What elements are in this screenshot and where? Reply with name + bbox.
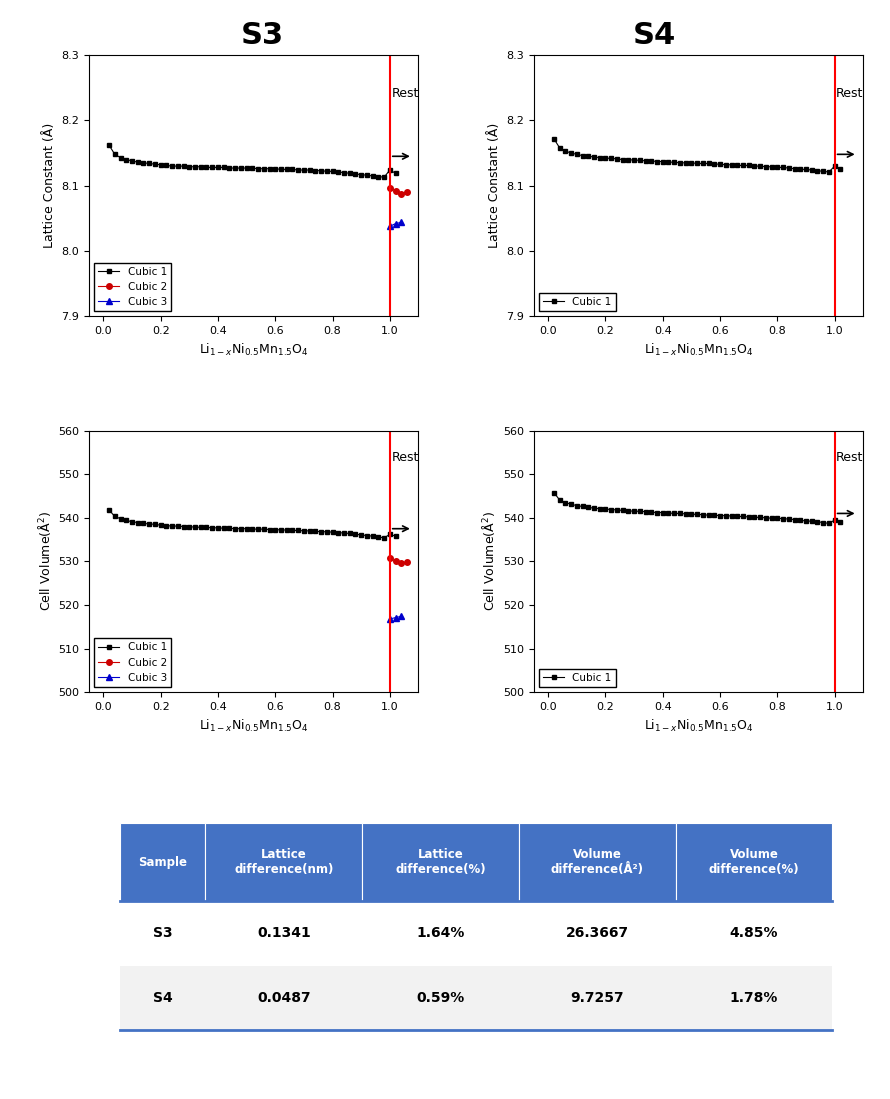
Text: 4.85%: 4.85%: [730, 926, 778, 941]
Cubic 1: [196, 521, 206, 534]
Cubic 2: [390, 554, 400, 567]
Cubic 1: [390, 167, 400, 180]
Text: S4: S4: [153, 990, 173, 1004]
Line: Cubic 3: Cubic 3: [387, 613, 404, 622]
Cubic 1: [635, 154, 645, 167]
Cubic 3: [396, 610, 407, 623]
Cubic 2: [401, 556, 412, 569]
Text: 26.3667: 26.3667: [566, 926, 629, 941]
Cubic 3: [396, 215, 407, 229]
Cubic 1: [738, 510, 748, 523]
Text: Rest: Rest: [836, 451, 863, 464]
Cubic 1: [104, 138, 115, 152]
Text: 1.78%: 1.78%: [730, 990, 778, 1004]
Cubic 1: [640, 506, 651, 519]
Cubic 1: [293, 164, 303, 177]
Cubic 1: [755, 511, 765, 524]
Cubic 1: [835, 163, 846, 176]
Bar: [120, 901, 832, 966]
Cubic 3: [390, 611, 400, 624]
Cubic 2: [401, 186, 412, 199]
Text: Lattice
difference(nm): Lattice difference(nm): [234, 848, 334, 876]
Text: Volume
difference(%): Volume difference(%): [708, 848, 799, 876]
Cubic 2: [384, 181, 395, 195]
Cubic 1: [390, 530, 400, 543]
Legend: Cubic 1, Cubic 2, Cubic 3: Cubic 1, Cubic 2, Cubic 3: [94, 639, 171, 687]
Legend: Cubic 1: Cubic 1: [539, 668, 616, 687]
Cubic 2: [396, 556, 407, 569]
Cubic 1: [823, 517, 834, 530]
Text: S3: S3: [241, 21, 284, 49]
Cubic 1: [611, 503, 622, 517]
Text: Rest: Rest: [392, 451, 418, 464]
Line: Cubic 1: Cubic 1: [552, 490, 843, 526]
Cubic 1: [379, 531, 390, 544]
Y-axis label: Lattice Constant (Å): Lattice Constant (Å): [43, 123, 56, 248]
Cubic 1: [611, 153, 622, 166]
Bar: [676, 823, 832, 901]
Cubic 1: [310, 164, 320, 177]
Bar: [519, 823, 676, 901]
Legend: Cubic 1, Cubic 2, Cubic 3: Cubic 1, Cubic 2, Cubic 3: [94, 263, 171, 311]
Text: 0.0487: 0.0487: [257, 990, 311, 1004]
Cubic 1: [166, 520, 177, 533]
Bar: [206, 823, 362, 901]
Cubic 1: [640, 154, 651, 167]
X-axis label: Li$_{1-x}$Ni$_{0.5}$Mn$_{1.5}$O$_4$: Li$_{1-x}$Ni$_{0.5}$Mn$_{1.5}$O$_4$: [643, 718, 753, 733]
Cubic 1: [829, 513, 840, 526]
Legend: Cubic 1: Cubic 1: [539, 293, 616, 311]
Y-axis label: Lattice Constant (Å): Lattice Constant (Å): [488, 123, 501, 248]
Text: Lattice
difference(%): Lattice difference(%): [395, 848, 486, 876]
Text: Rest: Rest: [836, 88, 863, 100]
Cubic 1: [635, 504, 645, 518]
Cubic 3: [384, 612, 395, 625]
Cubic 1: [293, 524, 303, 537]
Text: 0.59%: 0.59%: [417, 990, 465, 1004]
Bar: [120, 966, 832, 1030]
Cubic 2: [396, 187, 407, 200]
Cubic 1: [755, 159, 765, 173]
Cubic 1: [384, 164, 395, 177]
Cubic 2: [390, 185, 400, 198]
Text: S4: S4: [633, 21, 676, 49]
Line: Cubic 1: Cubic 1: [552, 136, 843, 175]
Cubic 1: [548, 132, 559, 145]
Text: 9.7257: 9.7257: [570, 990, 624, 1004]
Bar: [120, 823, 206, 901]
Text: Volume
difference(Å²): Volume difference(Å²): [551, 848, 643, 876]
Cubic 3: [390, 217, 400, 230]
X-axis label: Li$_{1-x}$Ni$_{0.5}$Mn$_{1.5}$O$_4$: Li$_{1-x}$Ni$_{0.5}$Mn$_{1.5}$O$_4$: [199, 342, 309, 358]
Text: Rest: Rest: [392, 88, 418, 100]
X-axis label: Li$_{1-x}$Ni$_{0.5}$Mn$_{1.5}$O$_4$: Li$_{1-x}$Ni$_{0.5}$Mn$_{1.5}$O$_4$: [199, 718, 309, 733]
Cubic 1: [738, 159, 748, 173]
Cubic 3: [384, 220, 395, 233]
Bar: [362, 823, 519, 901]
Cubic 1: [379, 170, 390, 184]
Cubic 1: [310, 524, 320, 537]
Cubic 1: [196, 160, 206, 174]
Cubic 1: [829, 159, 840, 173]
Line: Cubic 2: Cubic 2: [387, 185, 409, 197]
Cubic 1: [190, 160, 200, 174]
Text: 0.1341: 0.1341: [257, 926, 311, 941]
Line: Cubic 1: Cubic 1: [107, 143, 398, 179]
Cubic 2: [384, 552, 395, 565]
Y-axis label: Cell Volume(Å$^2$): Cell Volume(Å$^2$): [481, 511, 498, 611]
Line: Cubic 2: Cubic 2: [387, 556, 409, 566]
Text: 1.64%: 1.64%: [417, 926, 465, 941]
Line: Cubic 3: Cubic 3: [387, 220, 404, 229]
Line: Cubic 1: Cubic 1: [107, 508, 398, 541]
Cubic 1: [384, 528, 395, 541]
Cubic 1: [104, 503, 115, 517]
Cubic 1: [823, 165, 834, 178]
Text: Sample: Sample: [138, 856, 187, 868]
Text: S3: S3: [153, 926, 173, 941]
X-axis label: Li$_{1-x}$Ni$_{0.5}$Mn$_{1.5}$O$_4$: Li$_{1-x}$Ni$_{0.5}$Mn$_{1.5}$O$_4$: [643, 342, 753, 358]
Y-axis label: Cell Volume(Å$^2$): Cell Volume(Å$^2$): [36, 511, 53, 611]
Cubic 1: [166, 159, 177, 173]
Cubic 1: [548, 486, 559, 499]
Cubic 1: [190, 520, 200, 533]
Cubic 1: [835, 515, 846, 529]
